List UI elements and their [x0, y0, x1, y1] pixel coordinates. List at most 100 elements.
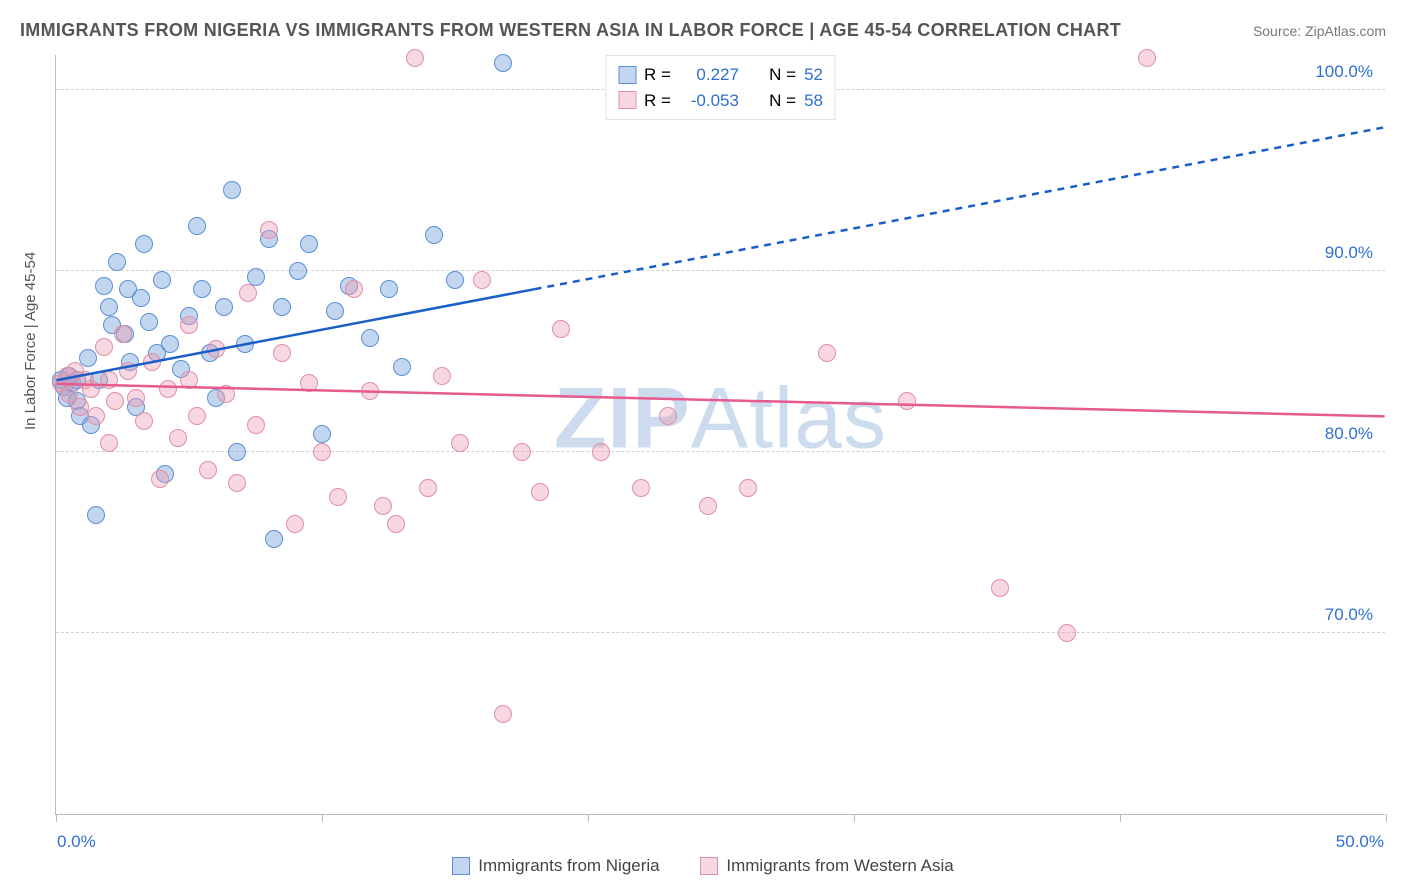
legend-row-series-2: R = -0.053 N = 58 [618, 88, 823, 114]
data-point [361, 382, 379, 400]
data-point [451, 434, 469, 452]
data-point [419, 479, 437, 497]
data-point [228, 443, 246, 461]
n-label: N = [769, 62, 796, 88]
y-tick-label: 70.0% [1325, 605, 1373, 625]
data-point [361, 329, 379, 347]
data-point [1058, 624, 1076, 642]
x-tick [588, 814, 589, 822]
data-point [300, 235, 318, 253]
data-point [223, 181, 241, 199]
y-tick-label: 80.0% [1325, 424, 1373, 444]
data-point [273, 344, 291, 362]
data-point [228, 474, 246, 492]
data-point [818, 344, 836, 362]
data-point [473, 271, 491, 289]
data-point [273, 298, 291, 316]
data-point [95, 277, 113, 295]
x-tick [1120, 814, 1121, 822]
n-value-1: 52 [804, 62, 823, 88]
data-point [193, 280, 211, 298]
data-point [531, 483, 549, 501]
data-point [169, 429, 187, 447]
data-point [82, 380, 100, 398]
data-point [393, 358, 411, 376]
data-point [632, 479, 650, 497]
data-point [260, 221, 278, 239]
data-point [207, 340, 225, 358]
data-point [159, 380, 177, 398]
swatch-icon [700, 857, 718, 875]
data-point [552, 320, 570, 338]
swatch-series-1 [618, 66, 636, 84]
data-point [898, 392, 916, 410]
trend-lines [56, 55, 1385, 814]
data-point [135, 412, 153, 430]
data-point [100, 371, 118, 389]
x-tick [322, 814, 323, 822]
data-point [106, 392, 124, 410]
data-point [326, 302, 344, 320]
data-point [313, 425, 331, 443]
n-value-2: 58 [804, 88, 823, 114]
data-point [300, 374, 318, 392]
legend-item-1: Immigrants from Nigeria [452, 856, 659, 876]
data-point [374, 497, 392, 515]
data-point [289, 262, 307, 280]
data-point [95, 338, 113, 356]
series-1-label: Immigrants from Nigeria [478, 856, 659, 876]
x-tick [56, 814, 57, 822]
r-label: R = [644, 88, 671, 114]
series-legend: Immigrants from Nigeria Immigrants from … [0, 856, 1406, 880]
n-label: N = [769, 88, 796, 114]
swatch-series-2 [618, 91, 636, 109]
data-point [188, 217, 206, 235]
data-point [592, 443, 610, 461]
data-point [739, 479, 757, 497]
data-point [87, 407, 105, 425]
data-point [494, 54, 512, 72]
data-point [100, 434, 118, 452]
swatch-icon [452, 857, 470, 875]
correlation-legend: R = 0.227 N = 52 R = -0.053 N = 58 [605, 55, 836, 120]
data-point [433, 367, 451, 385]
data-point [140, 313, 158, 331]
data-point [217, 385, 235, 403]
data-point [161, 335, 179, 353]
data-point [236, 335, 254, 353]
data-point [127, 389, 145, 407]
data-point [143, 353, 161, 371]
data-point [380, 280, 398, 298]
data-point [265, 530, 283, 548]
data-point [699, 497, 717, 515]
data-point [180, 316, 198, 334]
series-2-label: Immigrants from Western Asia [726, 856, 953, 876]
data-point [188, 407, 206, 425]
data-point [247, 268, 265, 286]
data-point [135, 235, 153, 253]
data-point [215, 298, 233, 316]
data-point [659, 407, 677, 425]
data-point [494, 705, 512, 723]
data-point [1138, 49, 1156, 67]
legend-item-2: Immigrants from Western Asia [700, 856, 953, 876]
r-value-1: 0.227 [679, 62, 739, 88]
data-point [387, 515, 405, 533]
r-label: R = [644, 62, 671, 88]
data-point [153, 271, 171, 289]
y-tick-label: 90.0% [1325, 243, 1373, 263]
data-point [119, 362, 137, 380]
data-point [406, 49, 424, 67]
y-tick-label: 100.0% [1315, 62, 1373, 82]
gridline-h [56, 632, 1385, 633]
data-point [345, 280, 363, 298]
data-point [151, 470, 169, 488]
x-tick-max: 50.0% [1336, 832, 1384, 852]
legend-row-series-1: R = 0.227 N = 52 [618, 62, 823, 88]
x-tick [1386, 814, 1387, 822]
data-point [87, 506, 105, 524]
data-point [286, 515, 304, 533]
data-point [313, 443, 331, 461]
data-point [513, 443, 531, 461]
data-point [425, 226, 443, 244]
